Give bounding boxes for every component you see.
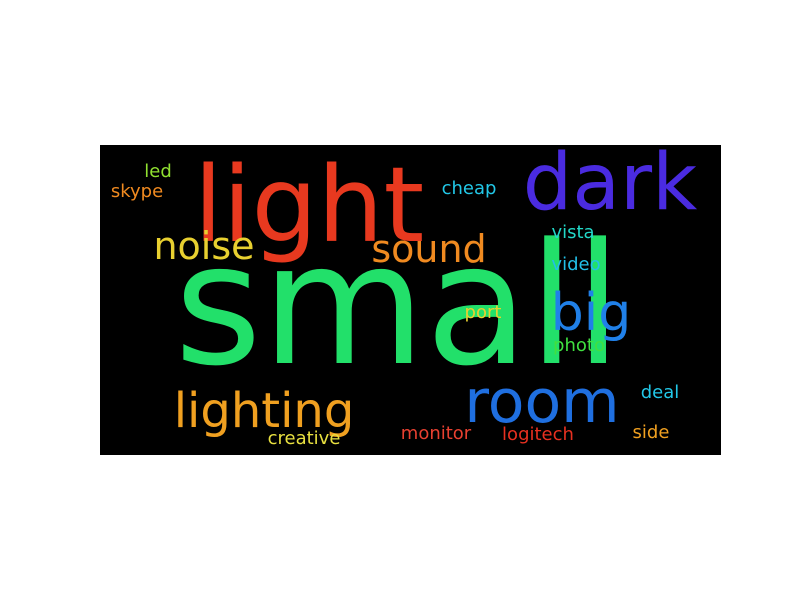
word-big: big <box>550 283 632 343</box>
word-light: light <box>193 145 425 266</box>
word-vista: vista <box>551 222 595 243</box>
word-monitor: monitor <box>400 423 472 444</box>
word-lighting: lighting <box>173 383 355 439</box>
word-cheap: cheap <box>441 178 497 199</box>
word-room: room <box>464 367 620 437</box>
word-led: led <box>144 161 172 182</box>
word-dark: dark <box>522 145 698 228</box>
word-video: video <box>551 254 601 275</box>
word-small: small <box>174 207 622 403</box>
word-noise: noise <box>153 224 255 268</box>
word-sound: sound <box>371 227 487 271</box>
word-logitech: logitech <box>502 424 574 445</box>
word-creative: creative <box>267 428 341 449</box>
word-side: side <box>632 422 670 443</box>
word-photo: photo <box>553 335 605 356</box>
word-cloud: small light dark room lighting noise sou… <box>100 145 721 455</box>
word-deal: deal <box>640 382 680 403</box>
word-skype: skype <box>110 181 164 202</box>
word-port: port <box>464 302 502 323</box>
